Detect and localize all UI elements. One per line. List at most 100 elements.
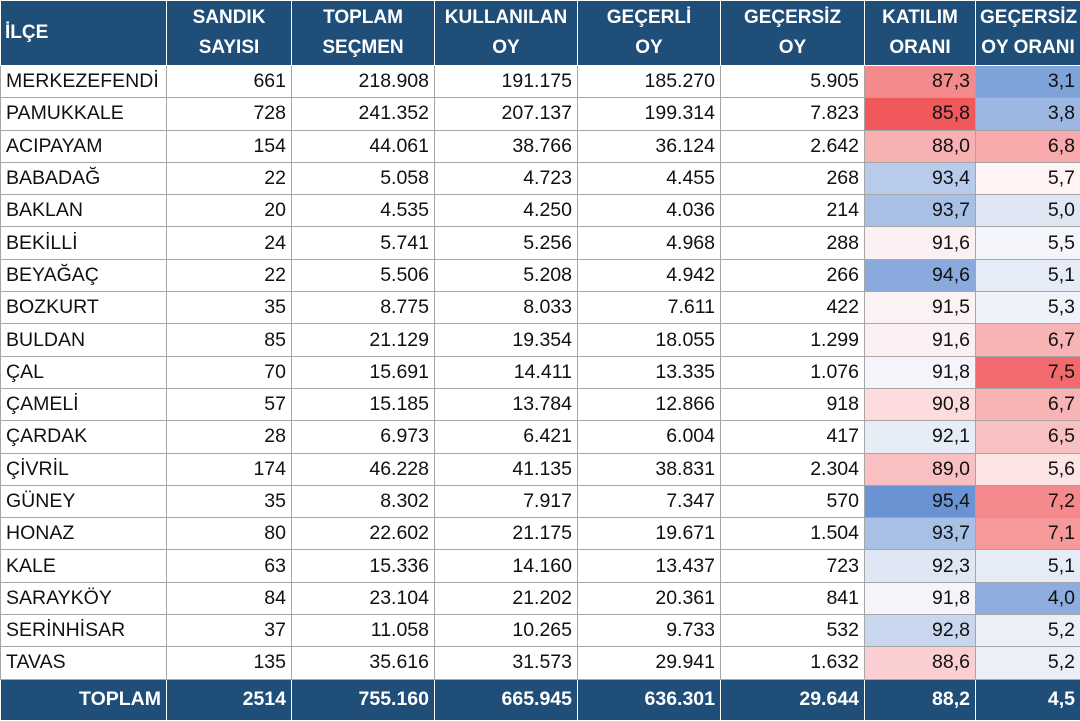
value-cell: 154 (167, 130, 292, 162)
value-cell: 135 (167, 647, 292, 679)
header-text: KULLANILAN (439, 3, 573, 33)
value-cell: 37 (167, 615, 292, 647)
value-cell: 36.124 (578, 130, 721, 162)
value-cell: 18.055 (578, 324, 721, 356)
value-cell: 918 (721, 388, 865, 420)
value-cell: 70 (167, 356, 292, 388)
value-cell: 1.632 (721, 647, 865, 679)
header-text: ORANI (869, 33, 971, 63)
value-cell: 15.691 (292, 356, 435, 388)
header-text: OY (725, 33, 860, 63)
district-name-cell: KALE (1, 550, 167, 582)
district-name-cell: SERİNHİSAR (1, 615, 167, 647)
value-cell: 207.137 (435, 98, 578, 130)
value-cell: 417 (721, 421, 865, 453)
value-cell: 3,8 (976, 98, 1080, 130)
header-district: İLÇE (1, 1, 167, 66)
value-cell: 199.314 (578, 98, 721, 130)
header-text: KATILIM (869, 3, 971, 33)
district-name-cell: SARAYKÖY (1, 582, 167, 614)
value-cell: 91,8 (865, 582, 976, 614)
value-cell: 5.905 (721, 66, 865, 98)
value-cell: 6,7 (976, 324, 1080, 356)
value-cell: 35 (167, 292, 292, 324)
district-name-cell: TAVAS (1, 647, 167, 679)
totals-value: 636.301 (578, 679, 721, 720)
header-text: GEÇERSİZ (980, 3, 1076, 33)
value-cell: 570 (721, 485, 865, 517)
header-text: SAYISI (171, 33, 287, 63)
district-name-cell: BEKİLLİ (1, 227, 167, 259)
value-cell: 5,2 (976, 615, 1080, 647)
value-cell: 8.775 (292, 292, 435, 324)
value-cell: 422 (721, 292, 865, 324)
value-cell: 92,8 (865, 615, 976, 647)
value-cell: 28 (167, 421, 292, 453)
totals-value: 2514 (167, 679, 292, 720)
value-cell: 14.160 (435, 550, 578, 582)
value-cell: 92,1 (865, 421, 976, 453)
value-cell: 13.784 (435, 388, 578, 420)
value-cell: 5,7 (976, 162, 1080, 194)
value-cell: 728 (167, 98, 292, 130)
value-cell: 22 (167, 162, 292, 194)
value-cell: 19.354 (435, 324, 578, 356)
value-cell: 6.973 (292, 421, 435, 453)
value-cell: 723 (721, 550, 865, 582)
district-name-cell: HONAZ (1, 518, 167, 550)
totals-label: TOPLAM (1, 679, 167, 720)
value-cell: 38.766 (435, 130, 578, 162)
district-name-cell: BAKLAN (1, 195, 167, 227)
value-cell: 5.208 (435, 259, 578, 291)
value-cell: 2.642 (721, 130, 865, 162)
value-cell: 95,4 (865, 485, 976, 517)
totals-value: 665.945 (435, 679, 578, 720)
value-cell: 5,0 (976, 195, 1080, 227)
value-cell: 35 (167, 485, 292, 517)
value-cell: 4.250 (435, 195, 578, 227)
value-cell: 88,0 (865, 130, 976, 162)
district-name-cell: BULDAN (1, 324, 167, 356)
value-cell: 1.504 (721, 518, 865, 550)
totals-value: 88,2 (865, 679, 976, 720)
district-name-cell: ÇİVRİL (1, 453, 167, 485)
value-cell: 7.823 (721, 98, 865, 130)
value-cell: 6.004 (578, 421, 721, 453)
district-name-cell: MERKEZEFENDİ (1, 66, 167, 98)
district-name-cell: ACIPAYAM (1, 130, 167, 162)
value-cell: 266 (721, 259, 865, 291)
value-cell: 268 (721, 162, 865, 194)
value-cell: 2.304 (721, 453, 865, 485)
value-cell: 84 (167, 582, 292, 614)
value-cell: 241.352 (292, 98, 435, 130)
value-cell: 7.611 (578, 292, 721, 324)
value-cell: 21.202 (435, 582, 578, 614)
value-cell: 7,2 (976, 485, 1080, 517)
value-cell: 218.908 (292, 66, 435, 98)
district-name-cell: BABADAĞ (1, 162, 167, 194)
value-cell: 5,6 (976, 453, 1080, 485)
value-cell: 46.228 (292, 453, 435, 485)
value-cell: 5,5 (976, 227, 1080, 259)
value-cell: 5.058 (292, 162, 435, 194)
value-cell: 24 (167, 227, 292, 259)
value-cell: 88,6 (865, 647, 976, 679)
value-cell: 94,6 (865, 259, 976, 291)
value-cell: 80 (167, 518, 292, 550)
district-name-cell: PAMUKKALE (1, 98, 167, 130)
value-cell: 91,6 (865, 324, 976, 356)
value-cell: 4.455 (578, 162, 721, 194)
value-cell: 7.917 (435, 485, 578, 517)
value-cell: 5,2 (976, 647, 1080, 679)
value-cell: 13.437 (578, 550, 721, 582)
